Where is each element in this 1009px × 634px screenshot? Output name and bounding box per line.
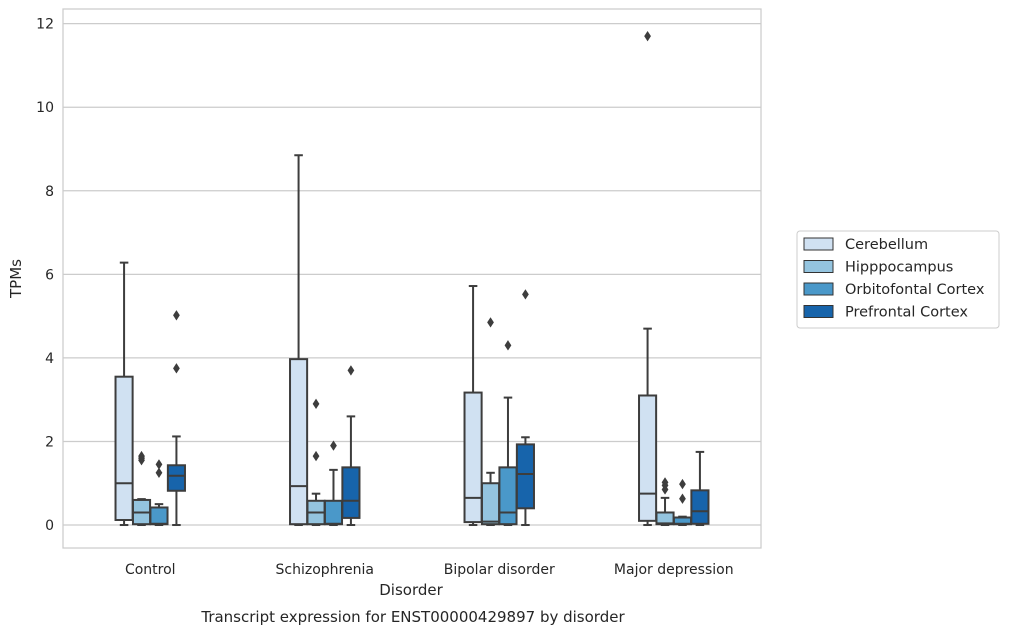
x-axis-label: Disorder xyxy=(379,581,443,599)
iqr-box xyxy=(114,375,134,522)
x-axis-ticks: Control Schizophrenia Bipolar disorder Majo… xyxy=(125,562,734,578)
x-tick-label: Schizophrenia xyxy=(276,562,374,578)
legend-label: Prefrontal Cortex xyxy=(845,305,968,321)
y-axis-label: TPMs xyxy=(7,259,25,299)
box-prefrontal-cortex xyxy=(515,289,535,527)
y-tick-label: 8 xyxy=(45,184,54,200)
y-tick-label: 2 xyxy=(45,434,54,450)
outlier-point xyxy=(679,493,686,504)
x-tick-label: Control xyxy=(125,562,176,578)
legend-swatch xyxy=(803,282,834,296)
box-orbitofontal-cortex xyxy=(672,478,693,527)
outlier-point xyxy=(504,340,512,351)
legend-label: Cerebellum xyxy=(845,237,928,253)
iqr-box xyxy=(289,358,309,526)
plot-frame xyxy=(62,8,762,549)
iqr-box xyxy=(690,489,710,525)
box-prefrontal-cortex xyxy=(341,365,361,527)
outlier-point xyxy=(138,450,145,462)
plot-boxes xyxy=(114,30,710,527)
box-cerebellum xyxy=(114,261,134,527)
iqr-box xyxy=(149,506,169,526)
box-cerebellum xyxy=(289,154,309,527)
iqr-box xyxy=(480,482,501,526)
chart-title: Transcript expression for ENST0000042989… xyxy=(200,608,625,626)
outlier-point xyxy=(347,365,355,376)
legend-label: Hipppocampus xyxy=(845,260,953,276)
iqr-box xyxy=(515,443,535,510)
box-orbitofontal-cortex xyxy=(323,440,344,527)
legend-swatch xyxy=(803,260,834,273)
outlier-point xyxy=(312,450,320,462)
legend-label: Orbitofontal Cortex xyxy=(845,282,985,298)
x-tick-label: Major depression xyxy=(614,562,734,578)
y-tick-label: 12 xyxy=(36,17,54,33)
outlier-point xyxy=(522,289,529,300)
outlier-point xyxy=(173,363,180,374)
legend-item: Prefrontal Cortex xyxy=(803,305,968,321)
y-axis-ticks: 0 2 4 6 8 10 12 xyxy=(36,17,54,534)
box-hipppocampus xyxy=(131,450,152,527)
outlier-point xyxy=(155,467,163,478)
outlier-point xyxy=(679,478,686,490)
legend-swatch xyxy=(803,237,834,251)
iqr-box xyxy=(341,466,361,519)
legend-item: Orbitofontal Cortex xyxy=(803,282,985,298)
outlier-point xyxy=(312,398,320,410)
legend-frame xyxy=(796,230,1000,329)
box-hipppocampus xyxy=(306,398,326,527)
outlier-point xyxy=(644,30,651,42)
outlier-point xyxy=(487,317,494,328)
outlier-point xyxy=(330,440,337,451)
legend: Cerebellum Hipppocampus Orbitofontal Corte… xyxy=(796,230,1000,329)
outlier-point xyxy=(173,310,180,321)
iqr-box xyxy=(463,391,483,524)
outlier-point xyxy=(155,459,163,470)
legend-swatch xyxy=(803,305,834,318)
box-orbitofontal-cortex xyxy=(498,340,518,527)
iqr-box xyxy=(166,464,186,492)
y-tick-label: 10 xyxy=(36,100,54,116)
x-tick-label: Bipolar disorder xyxy=(444,562,555,578)
legend-item: Hipppocampus xyxy=(803,260,953,276)
iqr-box xyxy=(638,394,658,522)
legend-item: Cerebellum xyxy=(803,237,928,253)
box-prefrontal-cortex xyxy=(690,450,710,527)
y-tick-label: 6 xyxy=(45,267,54,283)
box-cerebellum xyxy=(463,285,483,527)
y-tick-label: 4 xyxy=(45,351,54,367)
iqr-box xyxy=(498,466,518,526)
box-cerebellum xyxy=(638,30,658,527)
box-hipppocampus xyxy=(655,477,675,527)
box-orbitofontal-cortex xyxy=(149,459,169,527)
box-prefrontal-cortex xyxy=(166,310,186,527)
y-tick-label: 0 xyxy=(45,518,54,534)
iqr-box xyxy=(323,499,344,526)
outlier-point xyxy=(661,477,669,488)
box-hipppocampus xyxy=(480,317,501,527)
grid-lines xyxy=(63,22,761,526)
